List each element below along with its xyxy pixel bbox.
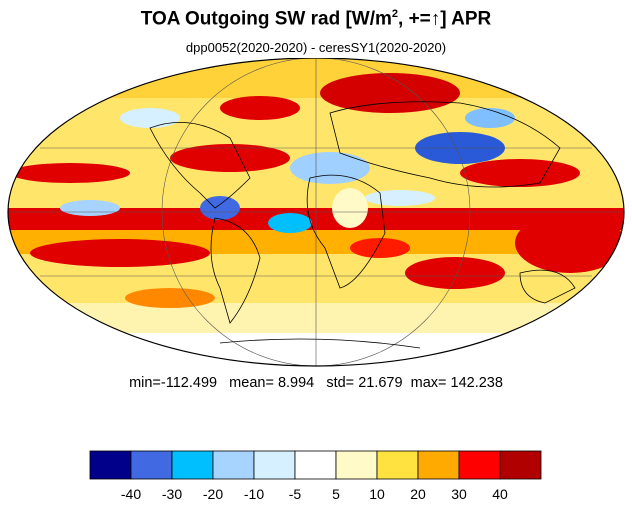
colorbar-swatch [417, 450, 460, 480]
colorbar-label: -40 [121, 486, 141, 502]
colorbar-swatch [335, 450, 378, 480]
colorbar-swatch [171, 450, 214, 480]
colorbar-label: 30 [451, 486, 467, 502]
colorbar-label: -20 [203, 486, 223, 502]
colorbar-swatch [294, 450, 337, 480]
mean-value: 8.994 [277, 375, 315, 391]
colorbar-swatch [89, 450, 132, 480]
max-value: 142.238 [450, 375, 503, 391]
min-value: -112.499 [160, 375, 218, 391]
plot-title: TOA Outgoing SW rad [W/m2, +=↑] APR [140, 8, 492, 30]
colorbar-swatch [376, 450, 419, 480]
colorbar-label: 5 [332, 486, 340, 502]
colorbar: -40 -30 -20 -10 -5 5 10 20 30 40 [89, 450, 542, 502]
colorbar-swatch [253, 450, 296, 480]
colorbar-swatch [499, 450, 542, 480]
colorbar-label: -30 [162, 486, 182, 502]
up-arrow-icon: ↑ [430, 8, 441, 30]
colorbar-label: -10 [244, 486, 264, 502]
world-map [7, 58, 625, 367]
colorbar-label: 10 [369, 486, 385, 502]
std-value: 21.679 [358, 375, 403, 391]
statistics-line: min=-112.499 mean= 8.994 std= 21.679 max… [129, 375, 503, 391]
colorbar-swatch [458, 450, 501, 480]
plot-subtitle: dpp0052(2020-2020) - ceresSY1(2020-2020) [185, 40, 447, 55]
colorbar-label: -5 [289, 486, 302, 502]
colorbar-label: 20 [410, 486, 426, 502]
colorbar-label: 40 [492, 486, 508, 502]
colorbar-swatch [130, 450, 173, 480]
colorbar-swatch [212, 450, 255, 480]
map-border [7, 58, 625, 367]
coastlines [149, 101, 576, 349]
